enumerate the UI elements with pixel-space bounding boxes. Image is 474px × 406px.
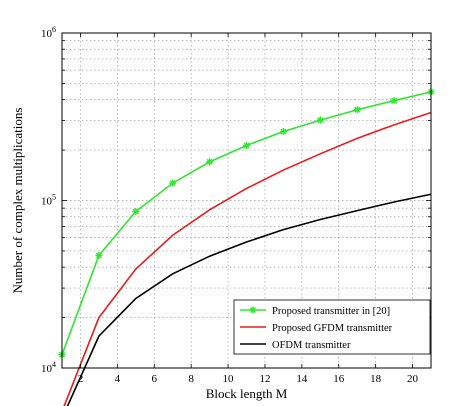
x-tick-label: 4 — [115, 373, 121, 385]
legend-label: Proposed GFDM transmitter — [272, 323, 393, 334]
data-point-marker — [316, 116, 324, 124]
data-point-marker — [132, 207, 140, 215]
x-tick-label: 14 — [296, 373, 308, 385]
y-axis-title: Number of complex multiplications — [10, 108, 25, 294]
y-tick-label: 105 — [41, 193, 56, 208]
x-tick-label: 6 — [152, 373, 158, 385]
data-point-marker — [353, 106, 361, 114]
data-point-marker — [206, 158, 214, 166]
x-tick-label: 18 — [370, 373, 382, 385]
legend-entry: Proposed transmitter in [20] — [240, 306, 390, 317]
x-tick-label: 16 — [333, 373, 345, 385]
legend-box — [233, 299, 431, 355]
x-tick-label: 2 — [78, 373, 84, 385]
legend-label: OFDM transmitter — [272, 340, 351, 351]
legend-label: Proposed transmitter in [20] — [272, 306, 390, 317]
x-tick-label: 10 — [223, 373, 235, 385]
x-axis-title: Block length M — [206, 386, 288, 401]
data-point-marker — [390, 97, 398, 105]
legend-entry: Proposed GFDM transmitter — [240, 323, 393, 334]
grid — [62, 33, 431, 368]
legend-entry: OFDM transmitter — [240, 340, 351, 351]
series-line-2 — [63, 111, 432, 406]
x-tick-label: 8 — [188, 373, 194, 385]
data-point-marker — [279, 128, 287, 136]
y-tick-label: 106 — [41, 25, 56, 40]
data-point-marker — [169, 179, 177, 187]
data-point-marker — [95, 251, 103, 259]
series-line-3 — [66, 193, 432, 406]
x-tick-label: 20 — [407, 373, 419, 385]
x-tick-label: 12 — [259, 373, 270, 385]
ticks: 2 4 6 8 10 12 14 16 18 20 104 105 106 — [41, 25, 431, 385]
legend: Proposed transmitter in [20] Proposed GFD… — [233, 299, 431, 355]
data-point-marker — [243, 141, 250, 149]
series-layer — [58, 88, 435, 406]
legend-marker — [249, 306, 257, 314]
y-tick-label: 104 — [41, 360, 56, 375]
